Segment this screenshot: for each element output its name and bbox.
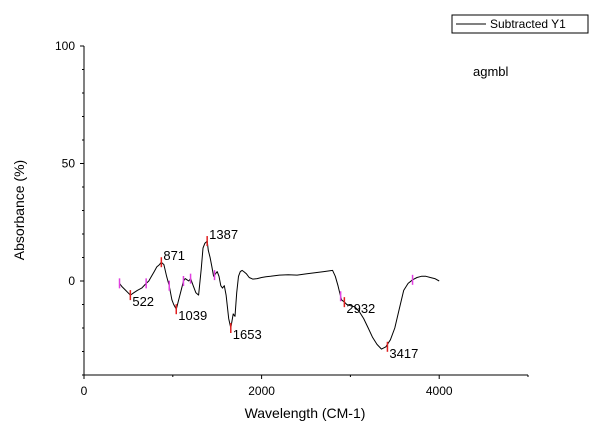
x-axis-title: Wavelength (CM-1) bbox=[245, 405, 366, 421]
x-tick-label: 4000 bbox=[426, 384, 453, 398]
peak-label: 522 bbox=[132, 294, 154, 309]
peak-label: 1653 bbox=[233, 327, 262, 342]
peak-labels: 522 871 1039 1387 1653 2932 3417 bbox=[129, 227, 418, 361]
y-tick-label: 50 bbox=[62, 157, 76, 171]
y-axis-title: Absorbance (%) bbox=[11, 160, 27, 260]
y-tick-label: 100 bbox=[55, 39, 75, 53]
sample-annotation: agmbl bbox=[473, 64, 509, 79]
y-tick-label: 0 bbox=[68, 274, 75, 288]
peak-label: 1387 bbox=[209, 227, 238, 242]
axis-ticks: 0 50 100 0 2000 4000 bbox=[55, 39, 529, 398]
x-tick-label: 2000 bbox=[248, 384, 275, 398]
legend: Subtracted Y1 bbox=[451, 14, 589, 34]
peak-label: 2932 bbox=[346, 301, 375, 316]
axes bbox=[83, 46, 528, 376]
peak-label: 871 bbox=[163, 248, 185, 263]
marker-layer bbox=[118, 270, 414, 302]
peak-label: 1039 bbox=[178, 308, 207, 323]
peak-label: 3417 bbox=[389, 346, 418, 361]
x-tick-label: 0 bbox=[81, 384, 88, 398]
legend-label: Subtracted Y1 bbox=[490, 17, 566, 31]
legend-box bbox=[451, 14, 589, 34]
